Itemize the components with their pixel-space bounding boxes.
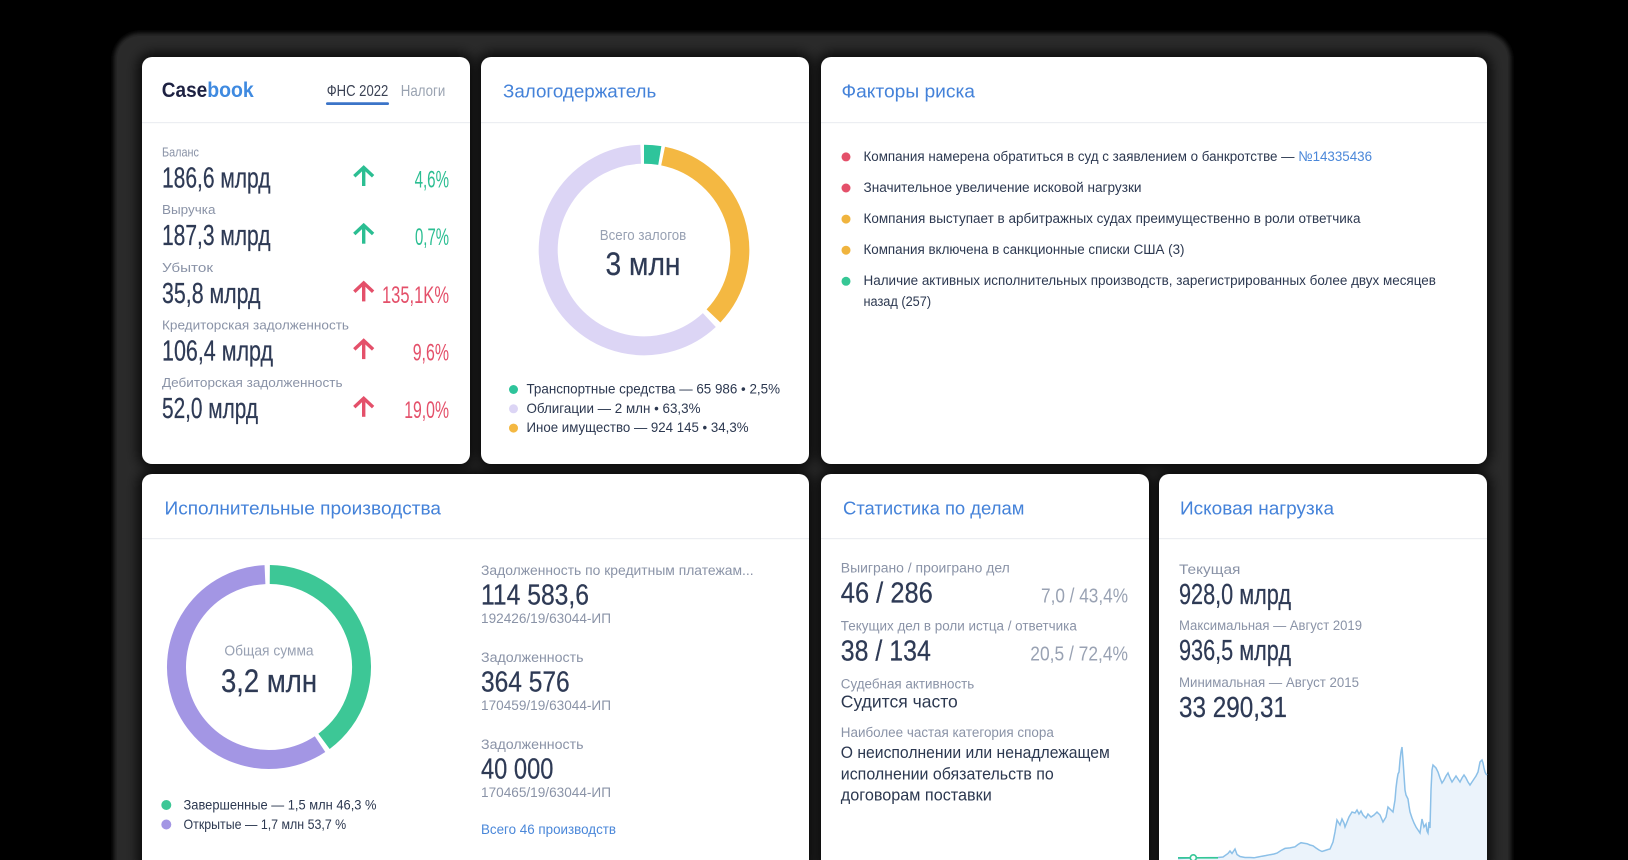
svg-text:9,6%: 9,6%: [413, 340, 449, 367]
svg-text:Компания выступает в арбитражн: Компания выступает в арбитражных судах п…: [864, 211, 1361, 227]
svg-text:3 млн: 3 млн: [606, 246, 681, 282]
svg-text:назад (257): назад (257): [864, 294, 932, 310]
svg-text:Текущая: Текущая: [1179, 562, 1240, 578]
svg-text:Завершенные — 1,5 млн 46,3 %: Завершенные — 1,5 млн 46,3 %: [184, 798, 377, 813]
svg-text:ФНС 2022: ФНС 2022: [327, 83, 389, 100]
svg-text:19,0%: 19,0%: [404, 397, 449, 424]
svg-text:Факторы риска: Факторы риска: [842, 81, 976, 102]
svg-text:170459/19/63044-ИП: 170459/19/63044-ИП: [481, 698, 611, 713]
svg-text:Всего 46 производств: Всего 46 производств: [481, 822, 616, 838]
svg-text:33 290,31: 33 290,31: [1179, 692, 1287, 724]
svg-text:Выручка: Выручка: [162, 202, 216, 217]
svg-text:3,2 млн: 3,2 млн: [221, 663, 317, 699]
svg-text:О неисполнении или ненадлежаще: О неисполнении или ненадлежащем: [841, 743, 1110, 762]
svg-text:52,0 млрд: 52,0 млрд: [162, 393, 258, 425]
svg-text:7,0 / 43,4%: 7,0 / 43,4%: [1041, 584, 1128, 607]
svg-text:928,0 млрд: 928,0 млрд: [1179, 579, 1291, 611]
svg-text:Максимальная — Август 2019: Максимальная — Август 2019: [1179, 618, 1362, 634]
svg-text:Иное имущество — 924 145 • 34,: Иное имущество — 924 145 • 34,3%: [527, 419, 749, 435]
svg-text:Баланс: Баланс: [162, 144, 199, 159]
svg-text:Залогодержатель: Залогодержатель: [503, 81, 656, 102]
svg-text:Транспортные средства — 65 986: Транспортные средства — 65 986 • 2,5%: [527, 381, 781, 397]
svg-text:Наиболее частая категория спор: Наиболее частая категория спора: [841, 725, 1054, 741]
svg-text:38 / 134: 38 / 134: [841, 636, 931, 668]
svg-text:186,6 млрд: 186,6 млрд: [162, 162, 271, 194]
svg-text:Убыток: Убыток: [162, 260, 213, 275]
svg-text:Всего залогов: Всего залогов: [600, 227, 687, 244]
svg-text:Выиграно / проиграно дел: Выиграно / проиграно дел: [841, 560, 1010, 576]
svg-text:Текущих дел в роли истца / отв: Текущих дел в роли истца / ответчика: [841, 619, 1077, 635]
svg-text:Судебная активность: Судебная активность: [841, 676, 975, 692]
svg-text:135,1K%: 135,1K%: [382, 282, 449, 309]
svg-text:Кредиторская задолженность: Кредиторская задолженность: [162, 318, 349, 333]
svg-text:364 576: 364 576: [481, 666, 570, 698]
svg-text:106,4 млрд: 106,4 млрд: [162, 336, 273, 368]
svg-text:170465/19/63044-ИП: 170465/19/63044-ИП: [481, 785, 611, 800]
svg-text:Наличие активных исполнительны: Наличие активных исполнительных производ…: [864, 273, 1436, 289]
svg-text:Case: Case: [162, 79, 207, 102]
svg-text:Задолженность по кредитным пла: Задолженность по кредитным платежам...: [481, 563, 754, 579]
svg-text:Задолженность: Задолженность: [481, 737, 584, 753]
svg-text:20,5 / 72,4%: 20,5 / 72,4%: [1030, 643, 1128, 666]
svg-text:Облигации — 2 млн • 63,3%: Облигации — 2 млн • 63,3%: [527, 400, 701, 416]
svg-text:114 583,6: 114 583,6: [481, 579, 589, 611]
svg-text:Исковая нагрузка: Исковая нагрузка: [1180, 498, 1335, 519]
svg-text:46 / 286: 46 / 286: [841, 577, 933, 609]
svg-text:Общая сумма: Общая сумма: [224, 643, 314, 660]
svg-text:0,7%: 0,7%: [415, 224, 449, 251]
svg-text:936,5 млрд: 936,5 млрд: [1179, 635, 1291, 667]
svg-text:Дебиторская задолженность: Дебиторская задолженность: [162, 375, 343, 390]
svg-text:book: book: [207, 79, 254, 102]
svg-text:Исполнительные производства: Исполнительные производства: [165, 498, 442, 519]
svg-text:исполнении обязательств по: исполнении обязательств по: [841, 764, 1054, 783]
svg-text:192426/19/63044-ИП: 192426/19/63044-ИП: [481, 611, 611, 626]
svg-text:40 000: 40 000: [481, 753, 553, 785]
svg-text:Задолженность: Задолженность: [481, 650, 584, 666]
svg-text:договорам поставки: договорам поставки: [841, 786, 992, 805]
svg-text:Статистика по делам: Статистика по делам: [843, 498, 1024, 519]
svg-text:4,6%: 4,6%: [415, 166, 449, 193]
svg-text:Компания намерена обратиться в: Компания намерена обратиться в суд с зая…: [864, 149, 1373, 165]
svg-text:35,8 млрд: 35,8 млрд: [162, 278, 261, 310]
svg-text:Налоги: Налоги: [401, 83, 446, 100]
svg-text:Открытые — 1,7 млн 53,7 %: Открытые — 1,7 млн 53,7 %: [184, 817, 347, 832]
svg-text:Компания включена в санкционны: Компания включена в санкционные списки С…: [864, 242, 1185, 258]
svg-text:Судится часто: Судится часто: [841, 692, 958, 712]
svg-text:187,3 млрд: 187,3 млрд: [162, 220, 271, 252]
svg-text:Минимальная — Август 2015: Минимальная — Август 2015: [1179, 675, 1359, 691]
svg-text:Значительное увеличение исково: Значительное увеличение исковой нагрузки: [864, 180, 1142, 196]
